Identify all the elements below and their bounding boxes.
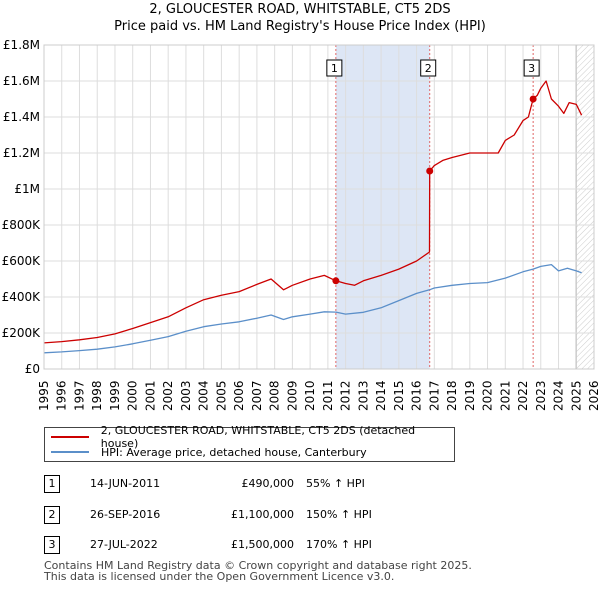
legend-swatch-hpi [51,451,89,453]
sale-number: 2 [44,506,60,524]
sale-point [529,95,537,103]
sale-hpi: 55% ↑ HPI [306,477,365,490]
x-tick-label: 2025 [569,380,583,411]
sale-row: 3 27-JUL-2022 £1,500,000 170% ↑ HPI [44,535,464,555]
x-tick-label: 2006 [232,380,246,411]
property-line [44,80,583,344]
sale-date: 26-SEP-2016 [90,508,161,521]
forecast-hatch [576,45,594,369]
sale-price: £1,500,000 [231,538,294,551]
x-tick-label: 2007 [250,380,264,411]
y-tick-label: £200K [2,326,42,340]
y-tick-label: £600K [2,254,42,268]
footer-copyright: Contains HM Land Registry data © Crown c… [44,559,472,572]
x-tick-label: 2019 [463,380,477,411]
x-tick-label: 2012 [339,380,353,411]
x-tick-label: 2015 [392,380,406,411]
legend-item-property: 2, GLOUCESTER ROAD, WHITSTABLE, CT5 2DS … [51,424,454,450]
x-tick-label: 2003 [179,380,193,411]
x-tick-label: 2000 [126,380,140,411]
x-tick-label: 2008 [268,380,282,411]
x-tick-label: 2023 [534,380,548,411]
sale-point [332,277,340,285]
x-tick-label: 2014 [374,380,388,411]
legend-item-hpi: HPI: Average price, detached house, Cant… [51,445,367,459]
sale-row: 2 26-SEP-2016 £1,100,000 150% ↑ HPI [44,505,464,525]
chart-subtitle: Price paid vs. HM Land Registry's House … [114,19,486,34]
x-tick-label: 2002 [161,380,175,411]
sale-number: 1 [44,475,60,493]
x-tick-label: 2011 [321,380,335,411]
sale-marker-label: 1 [331,62,338,75]
x-tick-label: 1998 [90,380,104,411]
x-tick-label: 1997 [72,380,86,411]
sale-row: 1 14-JUN-2011 £490,000 55% ↑ HPI [44,474,464,494]
y-tick-label: £800K [2,218,42,232]
sale-marker-box [420,59,437,77]
sale-price: £490,000 [241,477,295,490]
x-tick-label: 2004 [197,380,211,411]
sale-point [426,167,434,175]
sale-hpi: 170% ↑ HPI [306,538,372,551]
x-tick-label: 2026 [587,380,600,411]
x-tick-label: 2001 [143,380,157,411]
x-tick-label: 2020 [481,380,495,411]
sale-marker-label: 3 [528,62,535,75]
x-tick-label: 2016 [410,380,424,411]
x-tick-label: 1999 [108,380,122,411]
x-tick-label: 2024 [552,380,566,411]
legend: 2, GLOUCESTER ROAD, WHITSTABLE, CT5 2DS … [44,424,455,462]
legend-label-hpi: HPI: Average price, detached house, Cant… [101,445,367,459]
sale-marker-box [326,59,343,77]
y-tick-label: £1.2M [3,146,40,160]
y-tick-label: £1M [14,182,40,196]
x-tick-label: 2022 [516,380,530,411]
sale-hpi: 150% ↑ HPI [306,508,372,521]
x-tick-label: 2018 [445,380,459,411]
footer: Contains HM Land Registry data © Crown c… [44,560,472,582]
y-tick-label: £0 [25,362,40,376]
chart: 1 2 3 £0 £200K £400K £600K £800K £1M £1.2M £1.4M £1… [2,38,600,411]
sale-date: 14-JUN-2011 [90,477,161,490]
chart-title: 2, GLOUCESTER ROAD, WHITSTABLE, CT5 2DS [149,2,451,17]
sale-period-shade [335,45,430,369]
x-tick-label: 1995 [37,380,51,411]
x-tick-label: 1996 [55,380,69,411]
sale-marker-box [523,59,540,77]
legend-swatch-property [51,436,89,438]
legend-label-property: 2, GLOUCESTER ROAD, WHITSTABLE, CT5 2DS … [100,424,416,450]
plot-frame [43,44,595,370]
x-tick-label: 2010 [303,380,317,411]
sale-marker-label: 2 [425,62,432,75]
footer-licence: This data is licensed under the Open Gov… [44,570,395,583]
hpi-line [44,263,582,354]
x-tick-label: 2021 [498,380,512,411]
y-tick-label: £1.8M [3,38,40,52]
x-tick-label: 2009 [285,380,299,411]
series-group [44,80,583,354]
x-tick-label: 2013 [356,380,370,411]
x-tick-label: 2017 [427,380,441,411]
x-tick-label: 2005 [214,380,228,411]
y-tick-label: £1.6M [3,74,40,88]
sale-date: 27-JUL-2022 [90,538,158,551]
y-tick-label: £1.4M [3,110,40,124]
sale-number: 3 [44,536,60,554]
sale-price: £1,100,000 [231,508,294,521]
y-tick-label: £400K [2,290,42,304]
